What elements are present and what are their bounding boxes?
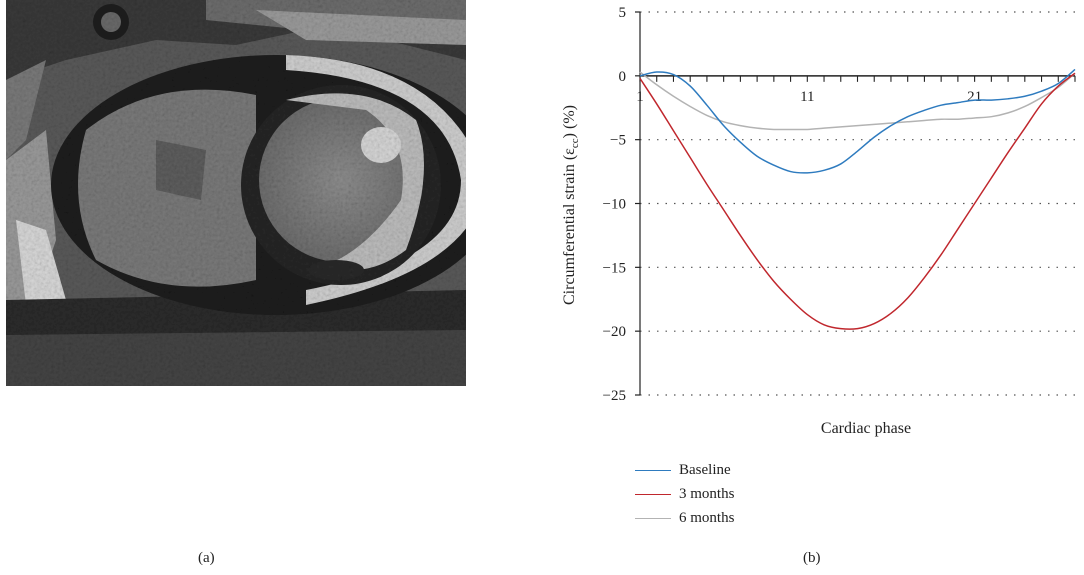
y-tick-label: −20 (603, 324, 626, 340)
y-tick-label: 5 (619, 5, 627, 21)
legend-swatch-6-months (635, 517, 671, 519)
y-tick-label: −15 (603, 260, 626, 276)
legend-item-3-months: 3 months (635, 482, 734, 506)
legend-item-6-months: 6 months (635, 506, 734, 530)
panel-a-label: (a) (198, 550, 215, 566)
panel-b-label: (b) (803, 550, 821, 566)
y-tick-label: −25 (603, 388, 626, 404)
y-tick-label: −10 (603, 197, 626, 213)
legend-label-baseline: Baseline (679, 461, 731, 478)
x-axis-label: Cardiac phase (821, 420, 911, 437)
gridlines (640, 11, 1075, 396)
chart-legend: Baseline 3 months 6 months (635, 458, 734, 530)
x-tick-label: 11 (800, 89, 814, 105)
series-lines (639, 68, 1076, 330)
x-tick-label: 1 (636, 89, 644, 105)
legend-label-3-months: 3 months (679, 485, 735, 502)
legend-swatch-3-months (635, 493, 671, 495)
legend-item-baseline: Baseline (635, 458, 734, 482)
series-line-6-months (639, 71, 1076, 131)
y-tick-label: 0 (619, 69, 627, 85)
legend-label-6-months: 6 months (679, 509, 735, 526)
y-tick-label: −5 (610, 133, 626, 149)
axes: 50−5−10−15−20−251 11 21 (603, 5, 1076, 404)
axis-labels: Cardiac phase Circumferential strain (εc… (561, 105, 911, 437)
x-tick-label: 21 (967, 89, 982, 105)
cardiac-mri-image (6, 0, 466, 386)
series-line-baseline (639, 68, 1076, 174)
series-line-3-months (639, 72, 1076, 330)
strain-line-chart: 50−5−10−15−20−251 11 21 Cardiac phase Circ… (561, 5, 1076, 437)
legend-swatch-baseline (635, 469, 671, 471)
y-axis-label: Circumferential strain (εcc) (%) (561, 105, 581, 305)
